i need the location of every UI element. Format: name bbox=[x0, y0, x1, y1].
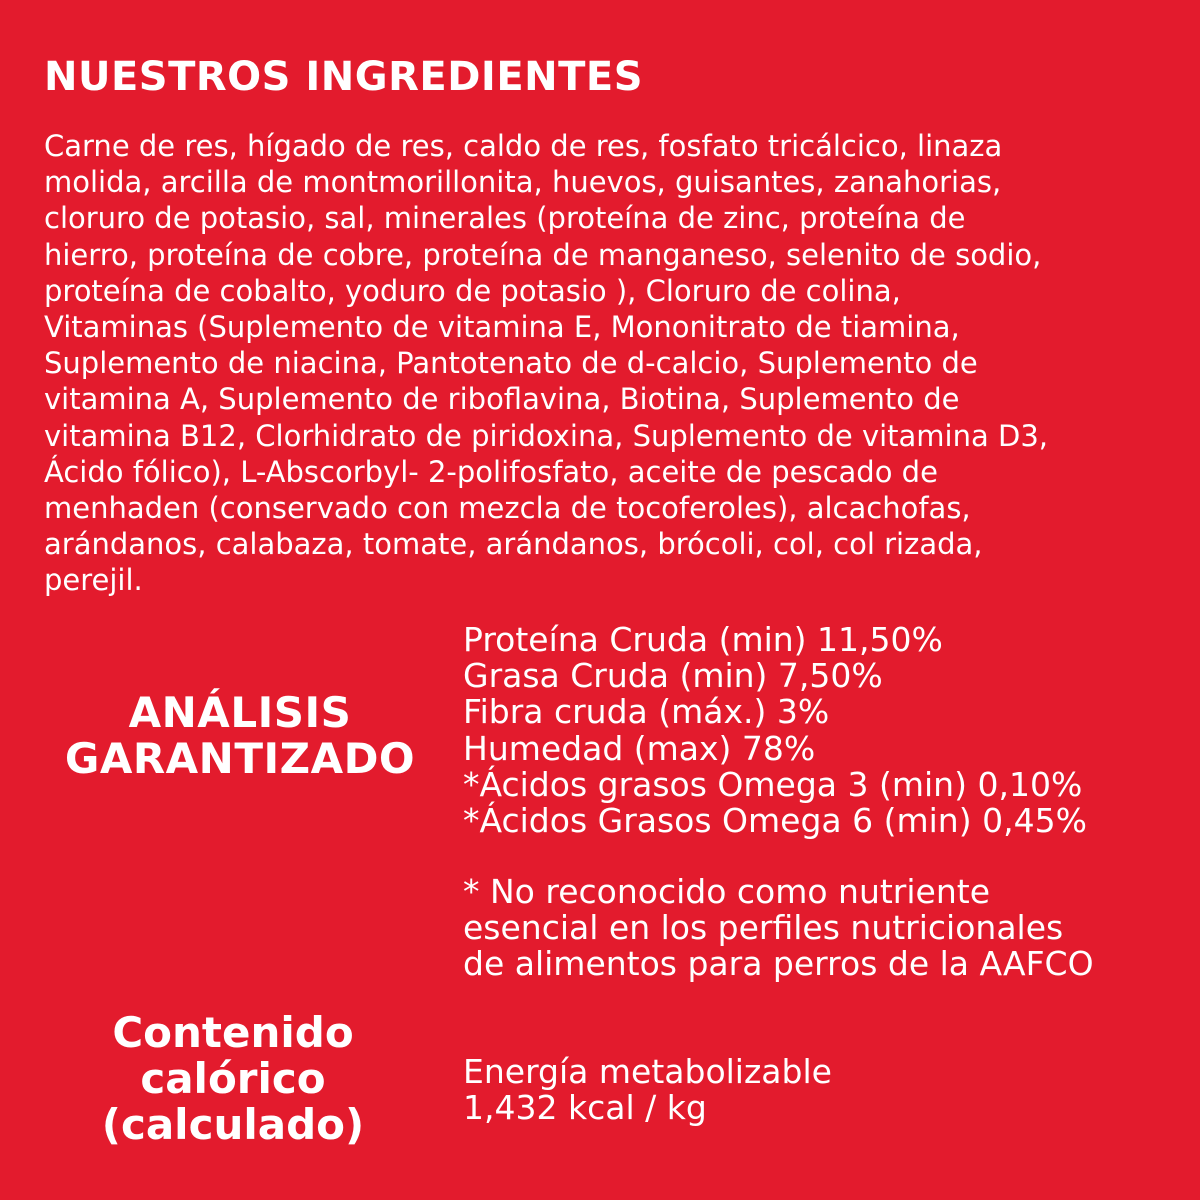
ingredients-line: vitamina B12, Clorhidrato de piridoxina,… bbox=[44, 418, 1048, 453]
ingredients-line: Suplemento de niacina, Pantotenato de d-… bbox=[44, 346, 978, 381]
calories-label: Energía metabolizable bbox=[463, 1052, 832, 1091]
ingredients-line: hierro, proteína de cobre, proteína de m… bbox=[44, 237, 1042, 272]
analysis-heading-line: GARANTIZADO bbox=[64, 734, 416, 783]
analysis-list: Proteína Cruda (min) 11,50% Grasa Cruda … bbox=[463, 620, 1087, 840]
note-line: esencial en los perfiles nutricionales bbox=[463, 908, 1064, 948]
aafco-note: * No reconocido como nutriente esencial … bbox=[463, 872, 1094, 984]
calories-heading-line: Contenido bbox=[112, 1008, 354, 1057]
ingredients-line: proteína de cobalto, yoduro de potasio )… bbox=[44, 273, 901, 308]
ingredients-line: perejil. bbox=[44, 563, 143, 598]
ingredients-line: Vitaminas (Suplemento de vitamina E, Mon… bbox=[44, 309, 960, 344]
ingredients-line: cloruro de potasio, sal, minerales (prot… bbox=[44, 201, 966, 236]
ingredients-line: Carne de res, hígado de res, caldo de re… bbox=[44, 129, 1003, 163]
analysis-item: Humedad (max) 78% bbox=[463, 728, 816, 768]
analysis-item: Fibra cruda (máx.) 3% bbox=[463, 692, 830, 732]
calories-heading-line: (calculado) bbox=[101, 1100, 365, 1149]
ingredients-line: Ácido fólico), L-Abscorbyl- 2-polifosfat… bbox=[44, 454, 938, 489]
ingredients-title: NUESTROS INGREDIENTES bbox=[44, 54, 644, 100]
ingredients-line: arándanos, calabaza, tomate, arándanos, … bbox=[44, 527, 983, 562]
ingredients-line: molida, arcilla de montmorillonita, huev… bbox=[44, 165, 1002, 200]
calories-value: 1,432 kcal / kg bbox=[463, 1088, 707, 1128]
analysis-heading-line: ANÁLISIS bbox=[128, 688, 352, 737]
note-line: * No reconocido como nutriente bbox=[463, 872, 991, 911]
note-line: de alimentos para perros de la AAFCO bbox=[463, 944, 1094, 984]
analysis-item: Grasa Cruda (min) 7,50% bbox=[463, 656, 883, 696]
ingredients-line: menhaden (conservado con mezcla de tocof… bbox=[44, 490, 971, 525]
calories-info: Energía metabolizable 1,432 kcal / kg bbox=[463, 1052, 832, 1128]
analysis-item: Proteína Cruda (min) 11,50% bbox=[463, 620, 943, 659]
analysis-heading: ANÁLISIS GARANTIZADO bbox=[40, 690, 440, 782]
calories-heading: Contenido calórico (calculado) bbox=[33, 1010, 433, 1148]
calories-heading-line: calórico bbox=[140, 1054, 326, 1103]
analysis-item: *Ácidos grasos Omega 3 (min) 0,10% bbox=[463, 764, 1083, 804]
analysis-item: *Ácidos Grasos Omega 6 (min) 0,45% bbox=[463, 800, 1087, 840]
ingredients-list: Carne de res, hígado de res, caldo de re… bbox=[44, 128, 1048, 598]
ingredients-line: vitamina A, Suplemento de riboflavina, B… bbox=[44, 382, 960, 417]
